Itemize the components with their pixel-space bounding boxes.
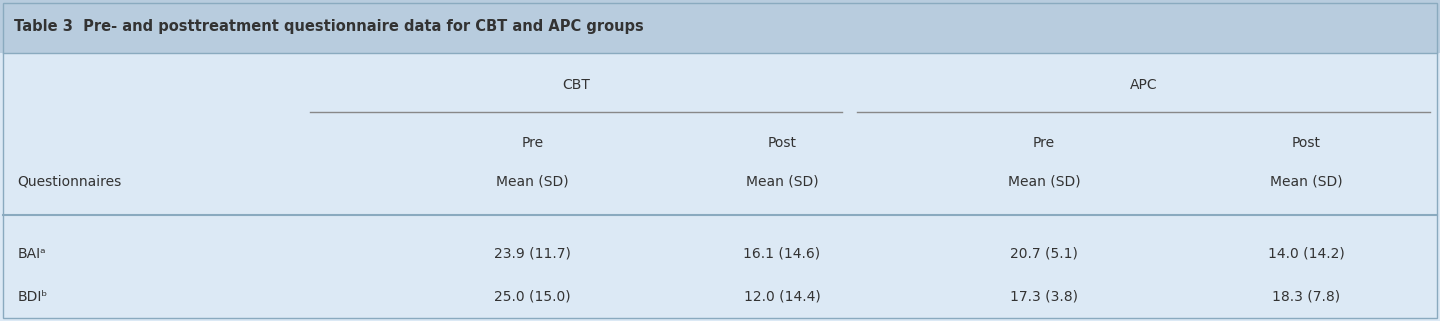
- Text: Pre: Pre: [521, 136, 544, 150]
- Text: BDIᵇ: BDIᵇ: [17, 290, 48, 304]
- Text: CBT: CBT: [562, 78, 590, 92]
- Text: 16.1 (14.6): 16.1 (14.6): [743, 247, 821, 261]
- Text: Pre: Pre: [1032, 136, 1056, 150]
- Text: 17.3 (3.8): 17.3 (3.8): [1009, 290, 1079, 304]
- Text: Questionnaires: Questionnaires: [17, 174, 121, 188]
- Text: 14.0 (14.2): 14.0 (14.2): [1267, 247, 1345, 261]
- Text: Post: Post: [768, 136, 796, 150]
- Text: Mean (SD): Mean (SD): [1270, 174, 1342, 188]
- Text: BAIᵃ: BAIᵃ: [17, 247, 46, 261]
- Text: 25.0 (15.0): 25.0 (15.0): [494, 290, 572, 304]
- Bar: [0, 53, 1440, 321]
- Text: 18.3 (7.8): 18.3 (7.8): [1272, 290, 1341, 304]
- Text: Mean (SD): Mean (SD): [497, 174, 569, 188]
- Text: 20.7 (5.1): 20.7 (5.1): [1009, 247, 1079, 261]
- Text: Post: Post: [1292, 136, 1320, 150]
- Text: Mean (SD): Mean (SD): [1008, 174, 1080, 188]
- Text: 12.0 (14.4): 12.0 (14.4): [743, 290, 821, 304]
- Text: APC: APC: [1129, 78, 1158, 92]
- Bar: [0, 0, 1440, 53]
- Text: Table 3  Pre- and posttreatment questionnaire data for CBT and APC groups: Table 3 Pre- and posttreatment questionn…: [14, 19, 644, 34]
- Text: Mean (SD): Mean (SD): [746, 174, 818, 188]
- Text: 23.9 (11.7): 23.9 (11.7): [494, 247, 572, 261]
